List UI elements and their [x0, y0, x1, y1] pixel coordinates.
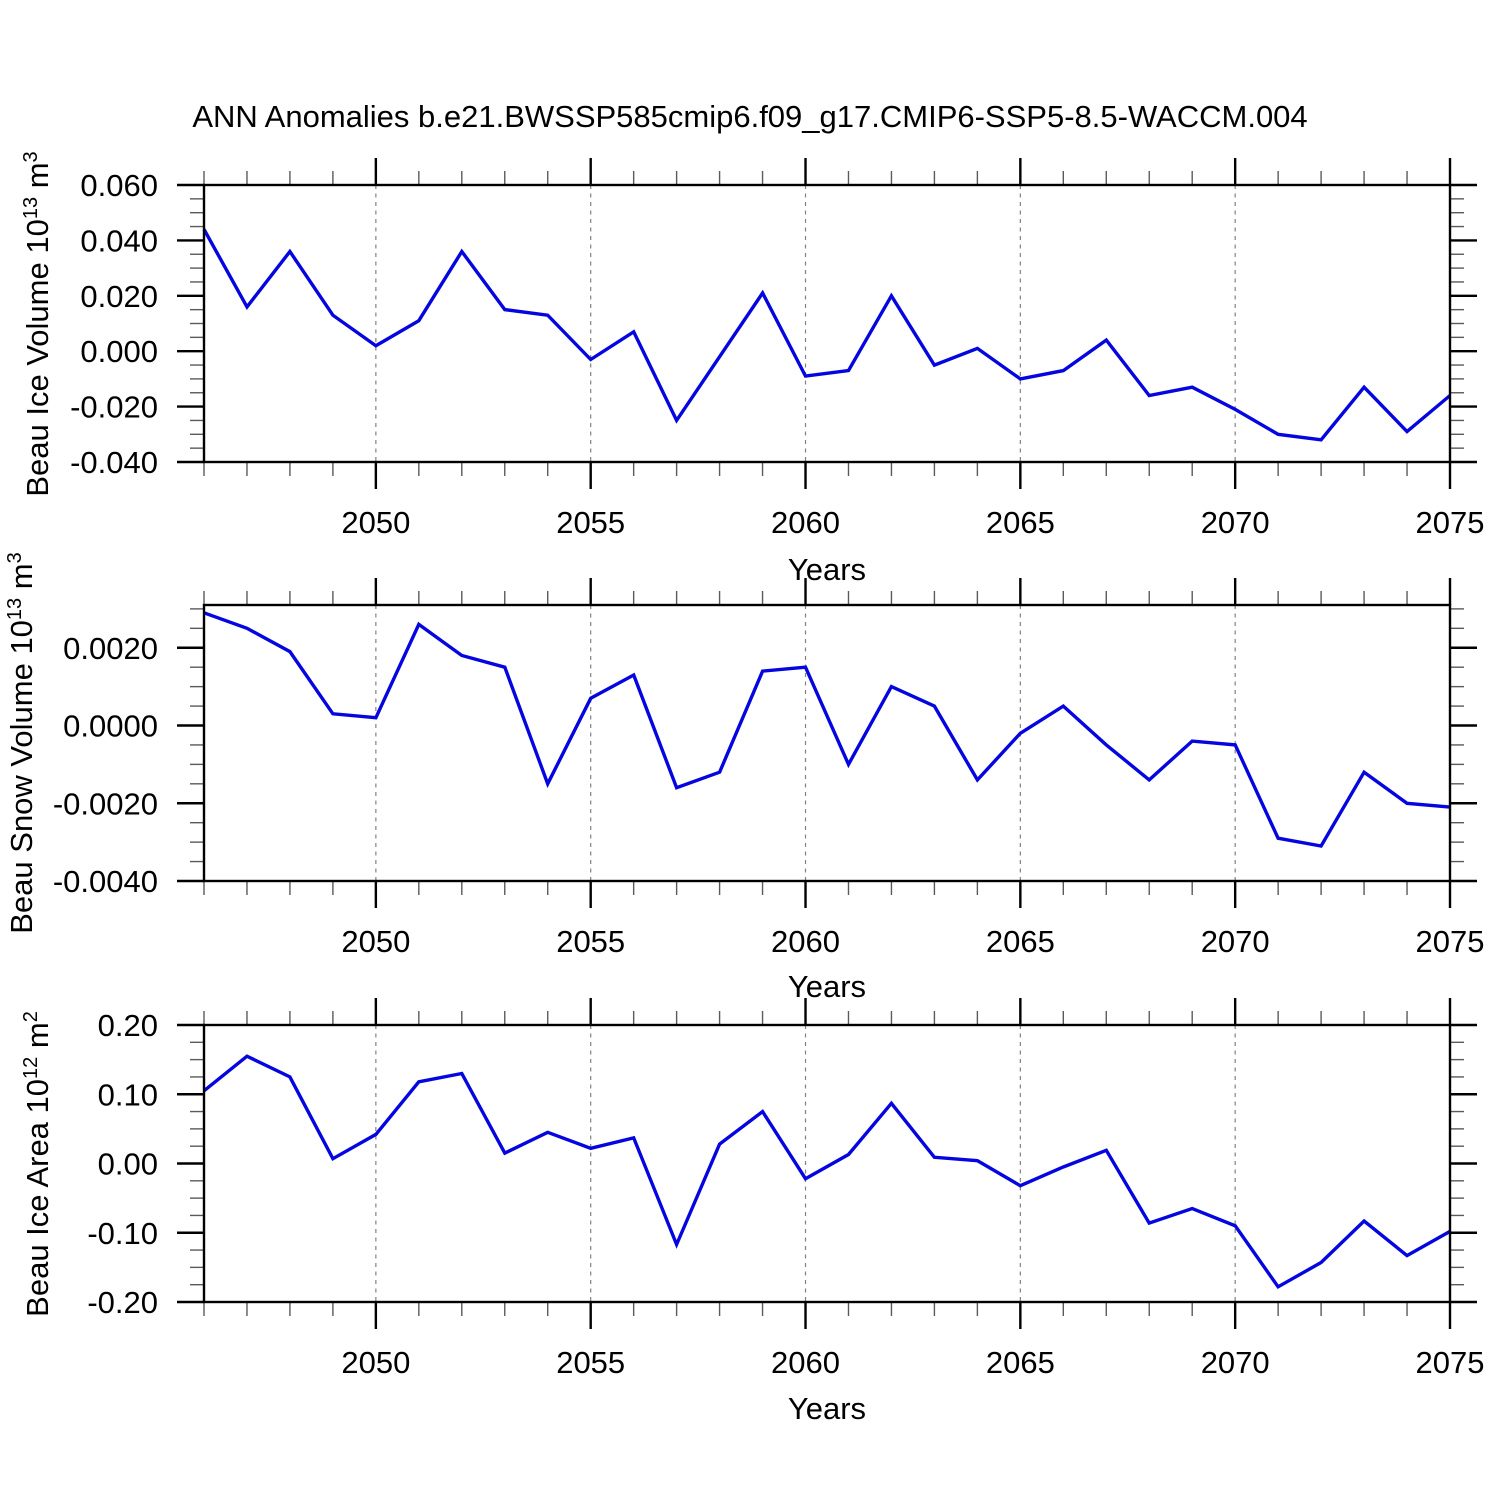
y-axis-label-exponent: 13 [4, 597, 26, 621]
y-axis-label-unit-exponent: 3 [20, 151, 42, 163]
x-tick-label-2070: 2070 [1201, 505, 1270, 540]
plot-frame-beau-snow-volume [202, 603, 1452, 883]
y-tick-label--0.0040: -0.0040 [53, 864, 158, 899]
y-tick-label--0.20: -0.20 [87, 1285, 158, 1320]
y-tick-label-0.060: 0.060 [80, 168, 158, 203]
y-tick-label-0.020: 0.020 [80, 279, 158, 314]
y-tick-label--0.0020: -0.0020 [53, 786, 158, 821]
data-line-beau-ice-volume [202, 228, 1452, 442]
y-axis-label-unit-exponent: 2 [20, 1011, 42, 1023]
x-tick-label-2050: 2050 [341, 505, 410, 540]
page-title: ANN Anomalies b.e21.BWSSP585cmip6.f09_g1… [192, 99, 1308, 134]
y-tick-label--0.040: -0.040 [70, 445, 158, 480]
y-axis-label-unit: m [4, 563, 39, 598]
x-tick-label-2070: 2070 [1201, 924, 1270, 959]
y-tick-label-0.20: 0.20 [98, 1008, 158, 1043]
x-tick-label-2075: 2075 [1416, 505, 1485, 540]
y-tick-label-0.00: 0.00 [98, 1147, 158, 1182]
y-axis-label-ice-volume: Beau Ice Volume 1013 m3 [20, 151, 56, 496]
x-axis-label-chart3: Years [787, 1391, 867, 1426]
x-axis-label-chart1: Years [787, 552, 867, 587]
plot-frame-beau-ice-volume [202, 183, 1452, 464]
y-axis-label-unit-exponent: 3 [4, 552, 26, 564]
x-tick-label-2060: 2060 [771, 505, 840, 540]
y-axis-label-exponent: 13 [20, 196, 42, 220]
x-tick-label-2065: 2065 [986, 924, 1055, 959]
chart-beau-ice-area: 2050 2055 2060 2065 2070 2075 0.20 0.10 0.00 -0.1… [87, 998, 1484, 1380]
y-axis-label-ice-area: Beau Ice Area 1012 m2 [20, 1011, 56, 1317]
x-tick-label-2065: 2065 [986, 505, 1055, 540]
y-axis-label-text: Beau Ice Area 10 [20, 1078, 55, 1317]
x-tick-label-2060: 2060 [771, 924, 840, 959]
x-tick-label-2070: 2070 [1201, 1345, 1270, 1380]
y-tick-label-0.0000: 0.0000 [63, 709, 158, 744]
x-tick-label-2050: 2050 [341, 924, 410, 959]
y-tick-label--0.10: -0.10 [87, 1216, 158, 1251]
y-tick-label-0.040: 0.040 [80, 223, 158, 258]
x-tick-label-2065: 2065 [986, 1345, 1055, 1380]
y-tick-label-0.000: 0.000 [80, 334, 158, 369]
x-tick-label-2055: 2055 [556, 924, 625, 959]
x-tick-label-2075: 2075 [1416, 924, 1485, 959]
y-axis-label-exponent: 12 [20, 1056, 42, 1079]
data-line-beau-ice-area [202, 1054, 1451, 1290]
y-axis-label-text: Beau Snow Volume 10 [4, 620, 39, 934]
y-axis-label-snow-volume: Beau Snow Volume 1013 m3 [4, 552, 40, 933]
plot-frame-beau-ice-area [202, 1023, 1452, 1304]
y-axis-label-unit: m [20, 162, 55, 197]
x-tick-label-2050: 2050 [341, 1345, 410, 1380]
x-tick-label-2055: 2055 [556, 505, 625, 540]
y-axis-label-unit: m [20, 1022, 55, 1057]
y-tick-label-0.10: 0.10 [98, 1077, 158, 1112]
y-tick-label-0.0020: 0.0020 [63, 631, 158, 666]
x-axis-label-chart2: Years [787, 969, 867, 1004]
data-line-beau-snow-volume [203, 611, 1451, 848]
chart-beau-ice-volume: 2050 2055 2060 2065 2070 2075 0.060 0.040 0.020 0… [70, 158, 1484, 540]
x-tick-label-2075: 2075 [1416, 1345, 1485, 1380]
x-tick-label-2060: 2060 [771, 1345, 840, 1380]
y-tick-label--0.020: -0.020 [70, 390, 158, 425]
x-tick-label-2055: 2055 [556, 1345, 625, 1380]
y-axis-label-text: Beau Ice Volume 10 [20, 219, 55, 497]
chart-beau-snow-volume: 2050 2055 2060 2065 2070 2075 0.0020 0.0000 -0.0… [53, 578, 1485, 959]
